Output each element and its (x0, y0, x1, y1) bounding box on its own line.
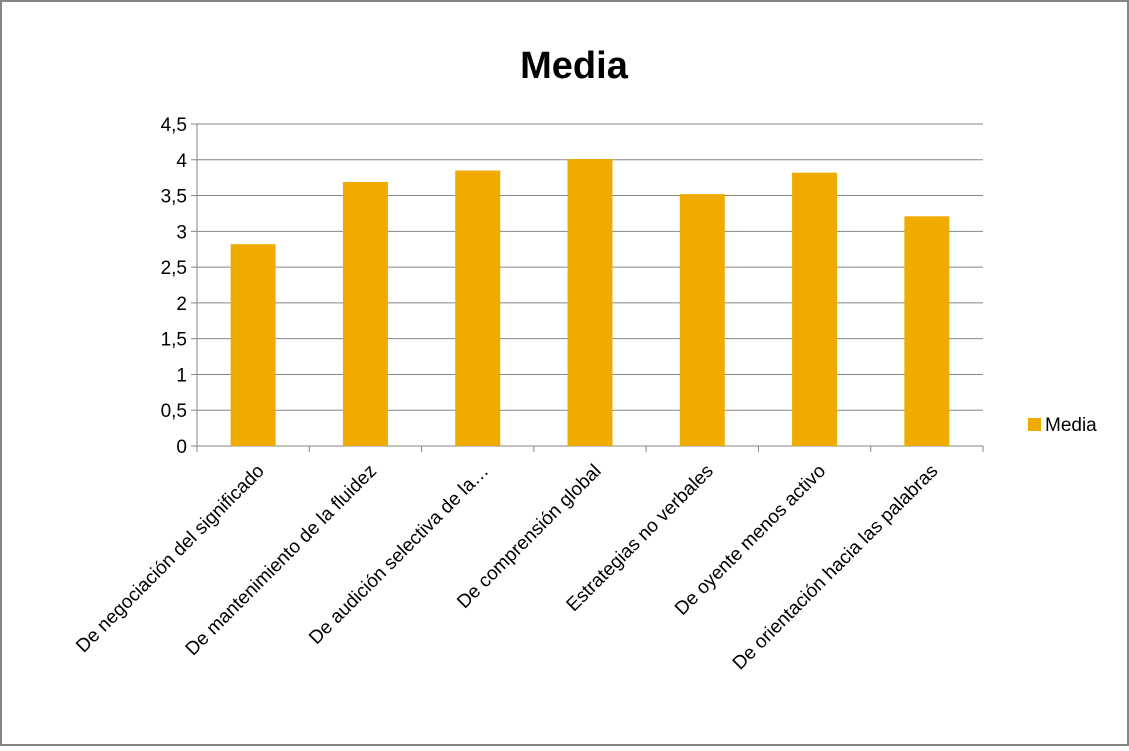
y-tick-label: 1,5 (161, 330, 187, 351)
y-tick-labels: 0 0,5 1 1,5 2 2,5 3 3,5 4 4,5 (161, 115, 188, 458)
y-tick-label: 2,5 (161, 258, 187, 279)
y-tick-label: 0,5 (161, 401, 187, 422)
bar (455, 170, 501, 446)
bar (792, 172, 838, 446)
y-tick-label: 2 (176, 294, 187, 315)
chart-title: Media (520, 45, 629, 87)
y-tick-label: 4,5 (161, 115, 187, 136)
y-tick-label: 1 (176, 365, 187, 386)
y-tick-label: 3 (176, 222, 187, 243)
bars (230, 159, 950, 446)
legend-label: Media (1045, 415, 1097, 436)
legend: Media (1028, 415, 1097, 436)
bar (679, 194, 725, 446)
legend-swatch (1028, 418, 1041, 431)
bar (342, 181, 388, 446)
y-tick-label: 3,5 (161, 187, 187, 208)
y-tick-label: 0 (176, 437, 187, 458)
bar (230, 244, 276, 446)
y-tick-label: 4 (176, 151, 187, 172)
bar (567, 159, 613, 446)
bar (904, 216, 950, 446)
